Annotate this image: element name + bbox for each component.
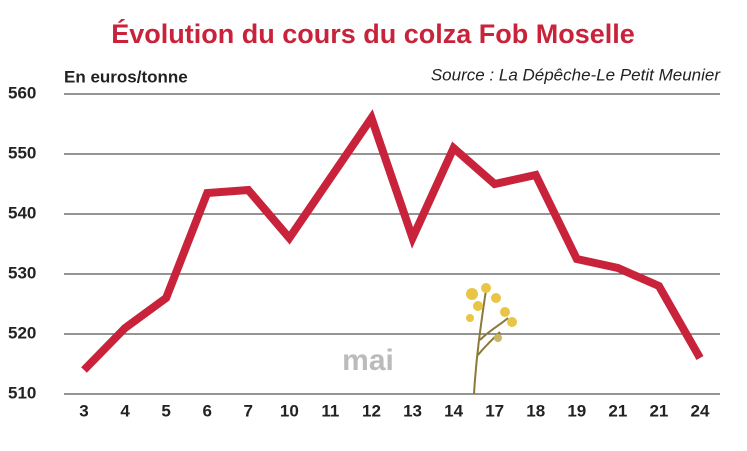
y-tick-label: 520 [8,323,36,342]
x-tick-label: 18 [526,401,545,420]
y-tick-label: 560 [8,83,36,102]
y-tick-label: 540 [8,203,36,222]
x-tick-label: 6 [202,401,211,420]
flower-illustration [466,283,517,395]
x-tick-label: 19 [567,401,586,420]
annotation: mai [342,344,394,377]
x-tick-label: 12 [362,401,381,420]
x-tick-label: 10 [280,401,299,420]
x-tick-label: 4 [120,401,130,420]
y-tick-label: 510 [8,383,36,402]
x-tick-label: 24 [691,401,710,420]
x-tick-label: 21 [608,401,627,420]
y-tick-label: 530 [8,263,36,282]
chart-title: Évolution du cours du colza Fob Moselle [111,18,635,49]
x-tick-label: 7 [244,401,253,420]
y-axis-label: En euros/tonne [64,67,188,86]
x-tick-label: 5 [161,401,170,420]
x-tick-label: 21 [649,401,668,420]
x-tick-label: 14 [444,401,463,420]
x-tick-label: 17 [485,401,504,420]
y-tick-label: 550 [8,143,36,162]
x-tick-label: 11 [321,401,339,420]
x-tick-label: 13 [403,401,422,420]
source: Source : La Dépêche-Le Petit Meunier [431,65,722,84]
x-tick-label: 3 [79,401,88,420]
line [81,109,704,373]
